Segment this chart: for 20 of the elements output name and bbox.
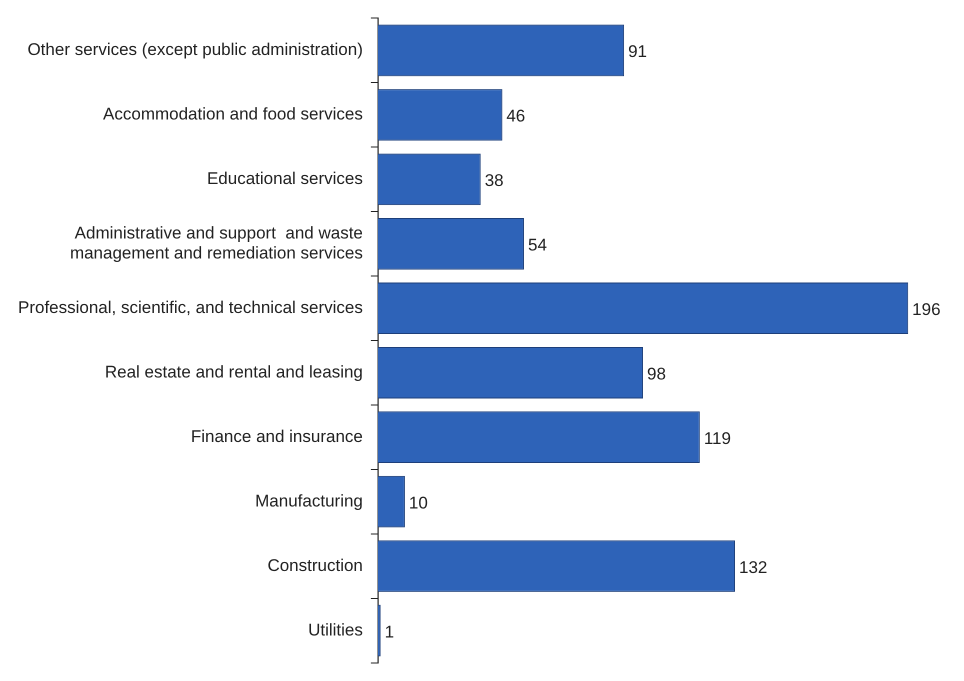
y-tick-label: Administrative and support and waste management and remediation services: [70, 223, 363, 263]
data-label: 1: [384, 622, 394, 642]
data-label: 91: [628, 42, 648, 62]
y-tick-label: Finance and insurance: [190, 426, 363, 446]
data-label: 196: [912, 300, 941, 319]
y-tick-label: Real estate and rental and leasing: [104, 362, 363, 382]
y-tick-label: Construction: [267, 556, 363, 575]
data-label: 98: [647, 364, 666, 384]
data-label: 46: [506, 106, 526, 126]
y-tick-label: Utilities: [308, 620, 363, 640]
data-label: 54: [528, 235, 547, 254]
y-tick-label: Manufacturing: [255, 491, 363, 510]
y-tick-label: Other services (except public administration): [27, 40, 363, 60]
data-label: 10: [408, 493, 428, 512]
y-tick-label: Educational services: [206, 169, 363, 188]
data-label: 119: [704, 428, 731, 448]
y-tick-label: Professional, scientific, and technical services: [18, 298, 363, 317]
data-label: 38: [484, 171, 504, 190]
y-tick-label: Accommodation and food services: [103, 104, 363, 124]
data-label: 132: [739, 558, 768, 577]
